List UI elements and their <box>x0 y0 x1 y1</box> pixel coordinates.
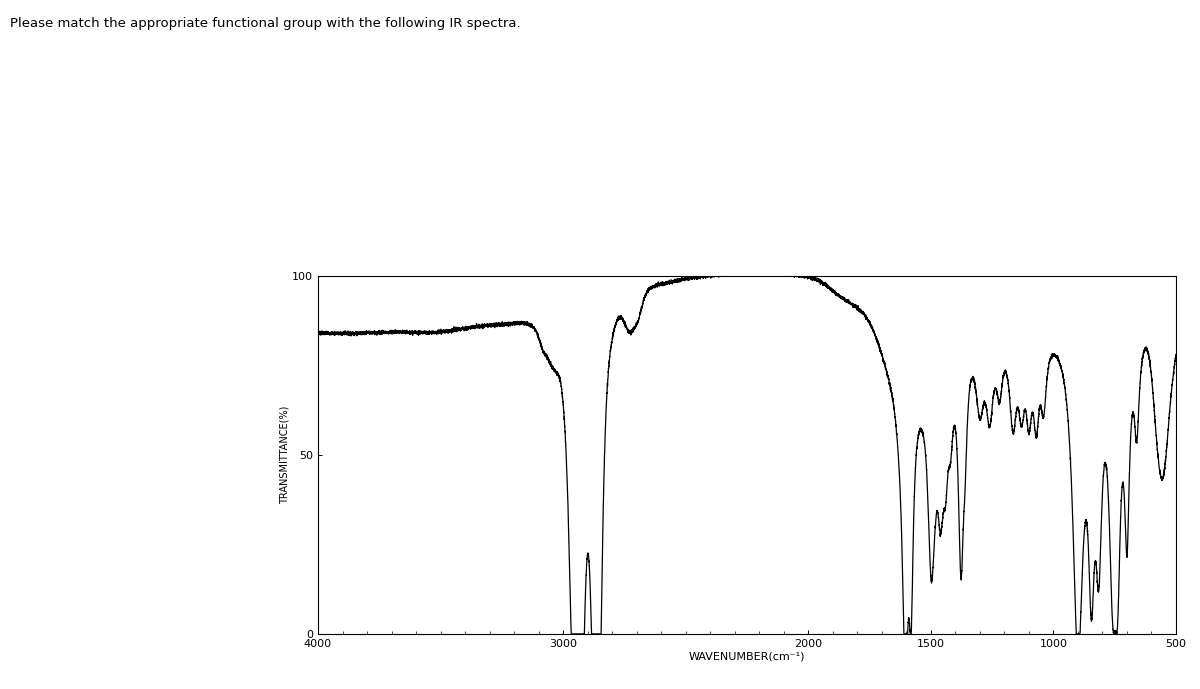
Y-axis label: TRANSMITTANCE(%): TRANSMITTANCE(%) <box>280 406 289 504</box>
X-axis label: WAVENUMBER(cm⁻¹): WAVENUMBER(cm⁻¹) <box>689 652 805 661</box>
Text: Please match the appropriate functional group with the following IR spectra.: Please match the appropriate functional … <box>10 17 521 30</box>
